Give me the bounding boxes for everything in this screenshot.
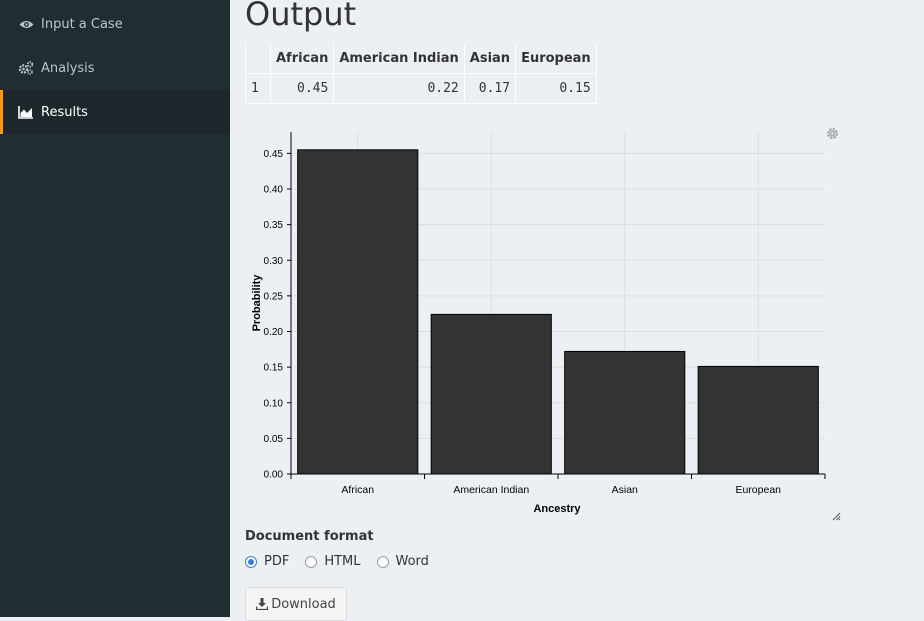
table-cell: 1 xyxy=(245,73,271,104)
y-tick-label: 0.30 xyxy=(264,256,284,267)
document-format-options: PDF HTML Word xyxy=(245,554,445,569)
table-cell: 0.22 xyxy=(333,73,465,104)
format-option-pdf[interactable]: PDF xyxy=(245,554,289,569)
y-tick-label: 0.25 xyxy=(264,291,284,302)
download-icon xyxy=(256,598,269,610)
output-table: African American Indian Asian European 1… xyxy=(245,44,597,104)
y-tick-label: 0.10 xyxy=(264,398,284,409)
page-title: Output xyxy=(245,0,357,33)
x-axis-label: Ancestry xyxy=(533,503,581,515)
sidebar-item-label: Analysis xyxy=(41,60,95,76)
table-header-cell: European xyxy=(515,44,597,74)
y-tick-label: 0.00 xyxy=(264,470,284,481)
table-header-cell xyxy=(245,44,271,74)
document-format-label: Document format xyxy=(245,529,374,544)
bar-asian xyxy=(564,350,686,475)
radio-word[interactable] xyxy=(376,555,389,568)
probability-bar-chart: 0.00 0.05 0.10 0.15 0.20 0.25 0.30 0.35 0.40 0.45… xyxy=(251,132,826,515)
download-button-label: Download xyxy=(271,596,336,612)
bar-african xyxy=(297,149,419,475)
y-tick-label: 0.45 xyxy=(264,149,284,160)
y-tick-label: 0.40 xyxy=(264,185,284,196)
sidebar-item-results[interactable]: Results xyxy=(0,90,230,134)
sidebar: Input a Case Analysis Results xyxy=(0,0,230,617)
gear-icon[interactable] xyxy=(826,127,839,140)
format-option-label: PDF xyxy=(264,554,290,569)
table-cell: 0.15 xyxy=(515,73,597,104)
table-cell: 0.17 xyxy=(463,73,517,104)
y-tick-label: 0.05 xyxy=(264,434,284,445)
table-cell: 0.45 xyxy=(269,73,335,104)
y-tick-label: 0.15 xyxy=(264,363,284,374)
x-tick-label: European xyxy=(735,484,781,496)
resize-handle-icon[interactable] xyxy=(832,512,841,521)
sidebar-item-input-a-case[interactable]: Input a Case xyxy=(0,2,230,46)
bar-american-indian xyxy=(430,313,552,475)
table-row: 1 0.45 0.22 0.17 0.15 xyxy=(245,73,597,104)
table-header-cell: American Indian xyxy=(333,44,465,74)
format-option-label: HTML xyxy=(324,554,361,569)
table-header-row: African American Indian Asian European xyxy=(245,44,597,74)
x-tick-label: African xyxy=(341,484,374,496)
x-tick-label: Asian xyxy=(612,484,638,496)
area-chart-icon xyxy=(18,105,34,119)
y-axis-label: Probability xyxy=(251,274,263,332)
y-tick-label: 0.35 xyxy=(264,220,284,231)
format-option-html[interactable]: HTML xyxy=(305,554,361,569)
sidebar-item-analysis[interactable]: Analysis xyxy=(0,46,230,90)
format-option-label: Word xyxy=(395,554,429,569)
sidebar-item-label: Results xyxy=(41,104,88,120)
gears-icon xyxy=(18,61,34,75)
table-header-cell: Asian xyxy=(463,44,517,74)
bar-european xyxy=(697,365,819,475)
radio-html[interactable] xyxy=(305,555,318,568)
x-tick-label: American Indian xyxy=(453,484,529,496)
table-header-cell: African xyxy=(269,44,335,74)
main-content: Output African American Indian Asian Eur… xyxy=(230,0,924,621)
eye-icon xyxy=(18,17,34,31)
format-option-word[interactable]: Word xyxy=(376,554,429,569)
radio-pdf[interactable] xyxy=(245,555,257,568)
y-tick-label: 0.20 xyxy=(264,327,284,338)
download-button[interactable]: Download xyxy=(245,587,347,621)
sidebar-item-label: Input a Case xyxy=(41,16,123,32)
